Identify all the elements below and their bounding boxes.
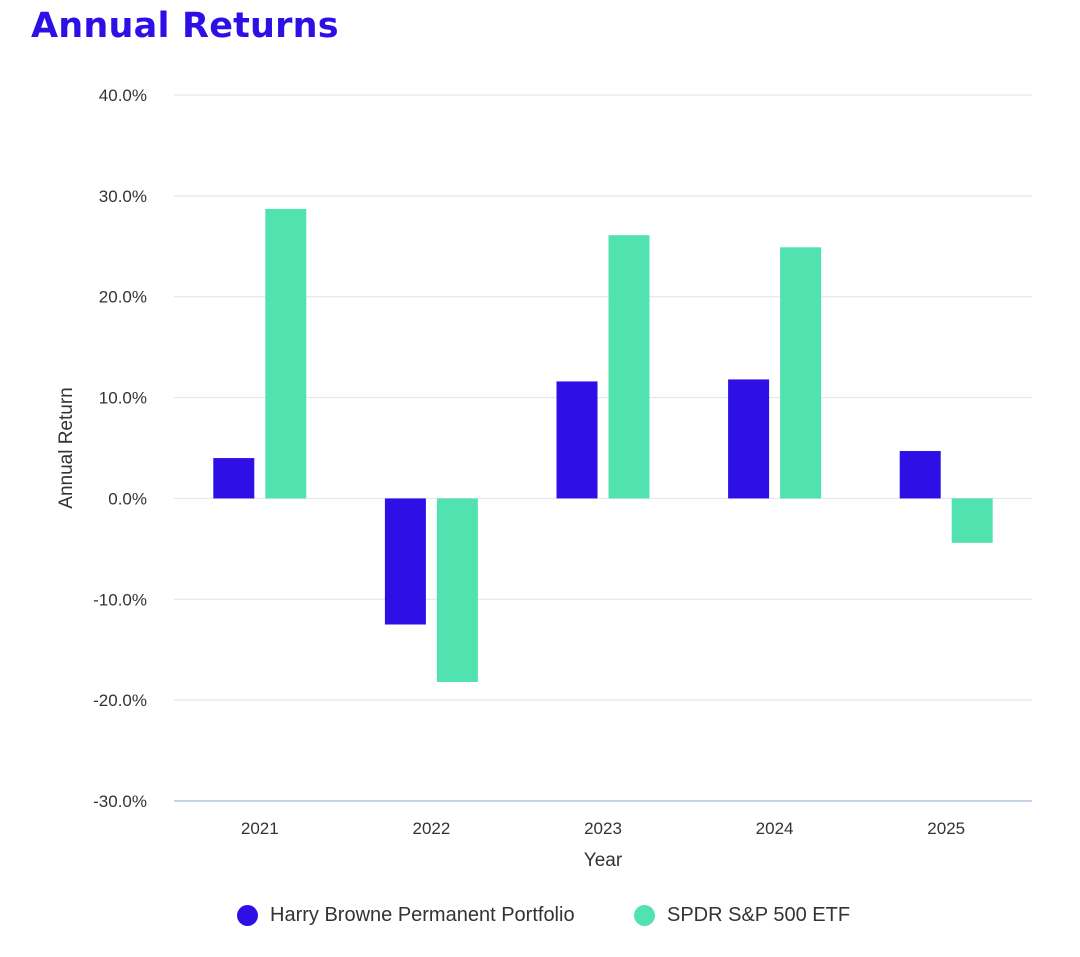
legend-item-harry-browne[interactable]: Harry Browne Permanent Portfolio: [237, 898, 575, 932]
bar-harry-browne-2024[interactable]: [728, 379, 770, 499]
legend-swatch-spdr: [634, 904, 655, 926]
x-tick-label: 2022: [412, 819, 450, 838]
x-tick-label: 2023: [584, 819, 622, 838]
bar-spdr-2025[interactable]: [951, 498, 993, 543]
bars: [213, 208, 993, 682]
legend-item-spdr[interactable]: SPDR S&P 500 ETF: [634, 898, 850, 932]
bar-spdr-2022[interactable]: [436, 498, 478, 682]
y-tick-label: -10.0%: [93, 590, 147, 609]
bar-harry-browne-2023[interactable]: [556, 381, 598, 499]
x-tick-label: 2024: [756, 819, 794, 838]
y-axis-tick-labels: -30.0% -20.0% -10.0% 0.0% 10.0% 20.0% 30.0% 40.…: [93, 86, 147, 811]
grid-lines: [174, 94, 1032, 802]
legend-label-spdr: SPDR S&P 500 ETF: [667, 903, 851, 926]
x-tick-label: 2025: [927, 819, 965, 838]
chart-legend: Harry Browne Permanent Portfolio SPDR S&…: [0, 898, 1080, 932]
bar-spdr-2024[interactable]: [780, 247, 822, 499]
bar-harry-browne-2021[interactable]: [213, 458, 255, 499]
y-tick-label: 20.0%: [99, 288, 147, 307]
y-axis-title: Annual Return: [56, 387, 77, 508]
bar-harry-browne-2025[interactable]: [899, 451, 941, 499]
y-tick-label: -30.0%: [93, 792, 147, 811]
bar-spdr-2021[interactable]: [265, 208, 307, 499]
y-tick-label: -20.0%: [93, 691, 147, 710]
y-tick-label: 10.0%: [99, 389, 147, 408]
y-tick-label: 0.0%: [108, 489, 147, 508]
x-axis-title: Year: [584, 850, 623, 871]
x-tick-label: 2021: [241, 819, 279, 838]
legend-swatch-harry-browne: [237, 904, 258, 926]
legend-label-harry-browne: Harry Browne Permanent Portfolio: [270, 903, 575, 926]
bar-spdr-2023[interactable]: [608, 235, 650, 499]
x-axis-tick-labels: 2021 2022 2023 2024 2025: [241, 819, 965, 838]
y-tick-label: 30.0%: [99, 187, 147, 206]
bar-harry-browne-2022[interactable]: [384, 498, 426, 625]
y-tick-label: 40.0%: [99, 86, 147, 105]
page-title: Annual Returns: [31, 6, 339, 46]
